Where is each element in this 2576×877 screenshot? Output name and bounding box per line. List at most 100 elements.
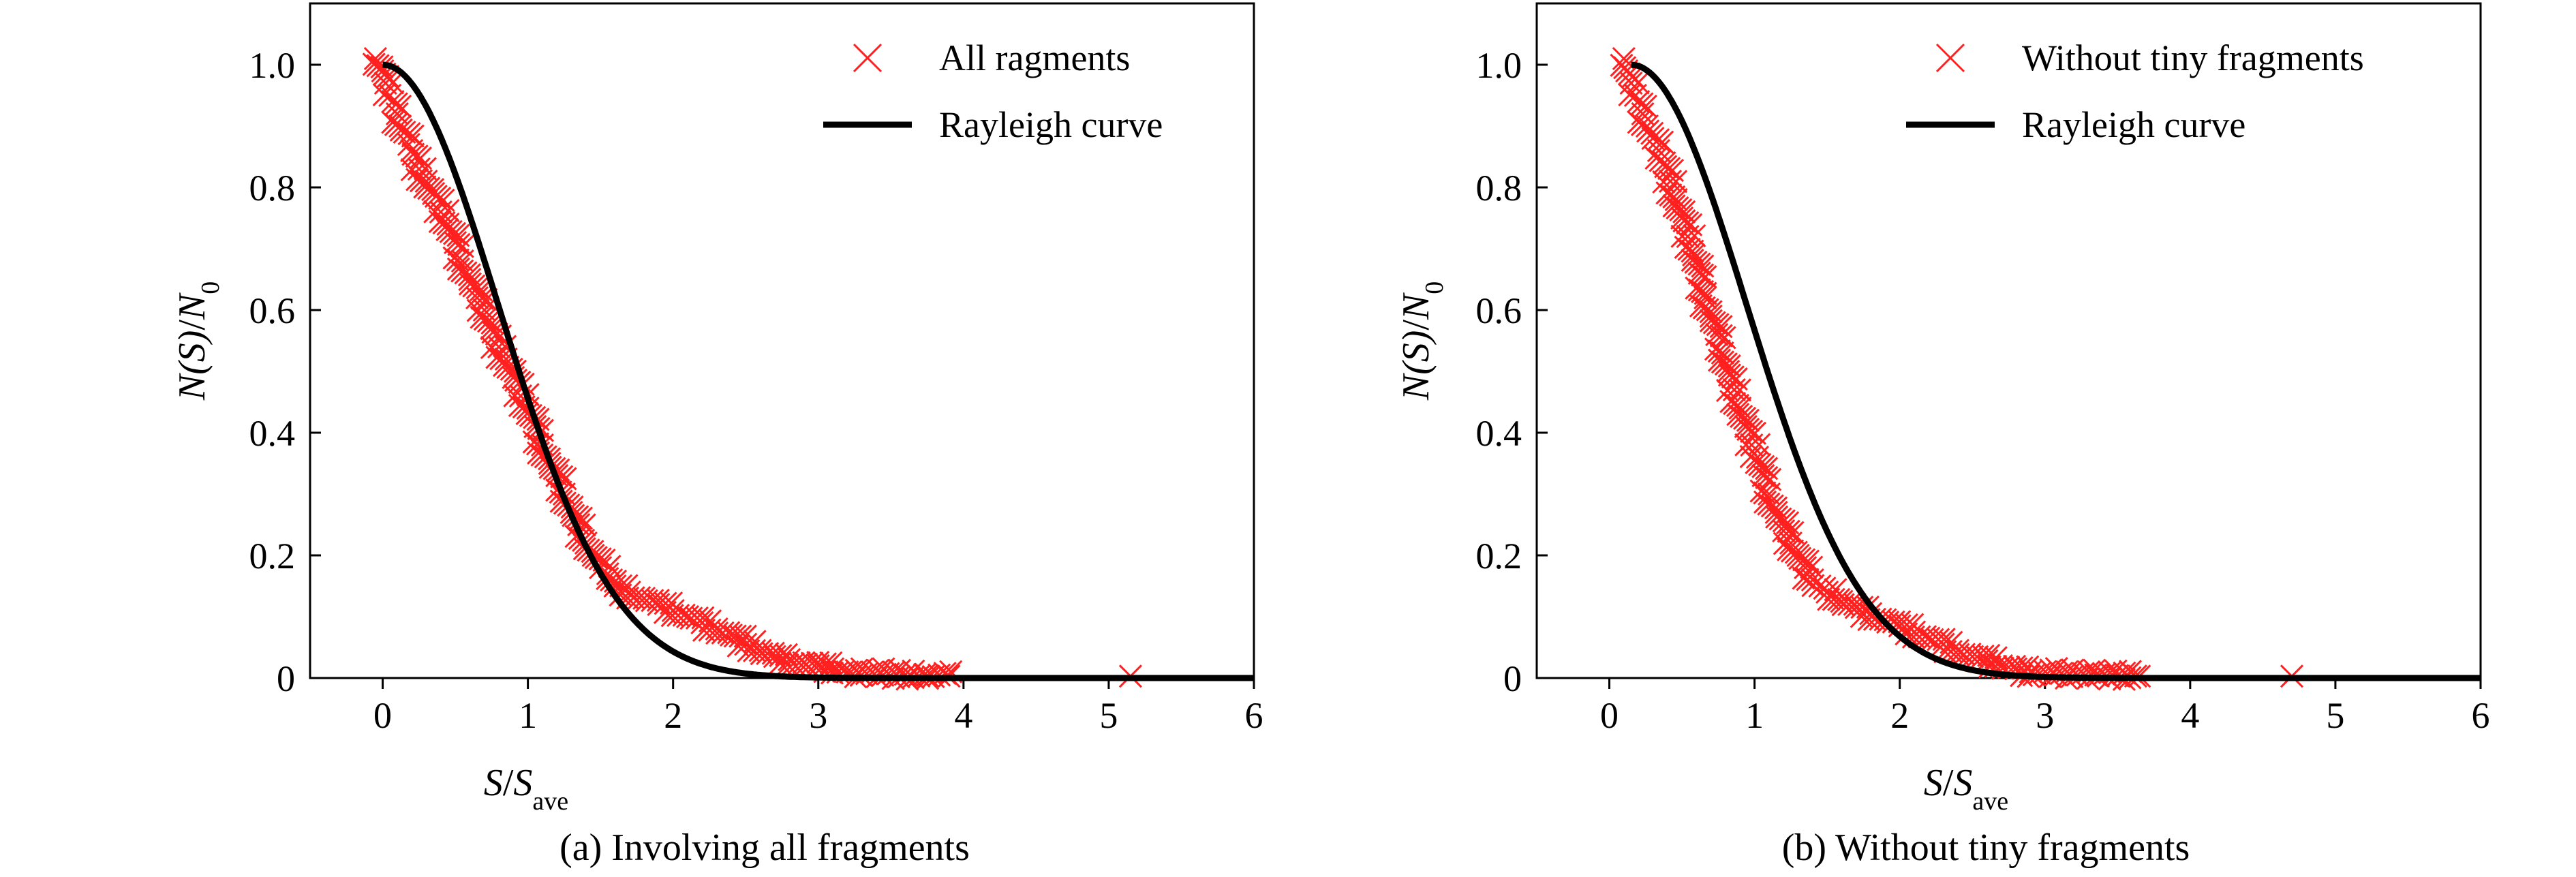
caption-b: (b) Without tiny fragments xyxy=(1782,827,2190,869)
x-tick-label: 0 xyxy=(1600,695,1619,736)
x-tick-label: 2 xyxy=(664,695,682,736)
scatter-point xyxy=(1693,265,1717,289)
y-tick-label: 0.4 xyxy=(1476,413,1522,454)
x-tick-label: 1 xyxy=(1745,695,1764,736)
scatter-point xyxy=(1651,130,1674,154)
y-axis-ticks-a: 0 0.2 0.4 0.6 0.8 1.0 xyxy=(249,45,321,699)
x-tick-label: 3 xyxy=(2036,695,2054,736)
y-tick-label: 0.6 xyxy=(249,290,296,331)
scatter-point xyxy=(372,83,396,107)
scatter-point xyxy=(1753,490,1777,514)
scatter-point xyxy=(1817,587,1841,611)
scatter-point xyxy=(1800,555,1824,579)
x-tick-label: 6 xyxy=(2472,695,2490,736)
scatter-point xyxy=(388,114,412,138)
y-tick-label: 0.8 xyxy=(249,168,296,209)
y-tick-label: 0.8 xyxy=(1476,168,1522,209)
scatter-point xyxy=(380,71,404,95)
scatter-point xyxy=(439,219,463,243)
x-tick-label: 3 xyxy=(809,695,827,736)
x-tick-label: 5 xyxy=(2326,695,2344,736)
y-tick-label: 0 xyxy=(277,658,295,699)
scatter-point xyxy=(660,604,684,628)
scatter-point xyxy=(1757,492,1781,516)
legend-label-scatter-b: Without tiny fragments xyxy=(2022,37,2364,78)
scatter-point xyxy=(450,234,474,258)
x-axis-ticks-b: 0 1 2 3 4 5 6 xyxy=(1600,678,2490,736)
caption-a: (a) Involving all fragments xyxy=(559,827,970,869)
legend-marker-scatter-a xyxy=(853,43,883,73)
x-axis-label-b: S/Save xyxy=(1924,762,2008,816)
scatter-point xyxy=(1631,102,1655,126)
scatter-point xyxy=(769,644,793,668)
y-axis-label-a: N(S)/N0 xyxy=(171,281,225,401)
x-tick-label: 1 xyxy=(519,695,537,736)
scatter-point xyxy=(813,652,837,676)
scatter-point xyxy=(1646,128,1670,152)
x-tick-label: 0 xyxy=(373,695,392,736)
scatter-point xyxy=(470,286,494,310)
x-tick-label: 6 xyxy=(1245,695,1263,736)
y-tick-label: 1.0 xyxy=(1476,45,1522,86)
y-tick-label: 0.2 xyxy=(249,536,296,576)
scatter-point xyxy=(401,124,425,148)
scatter-point xyxy=(1777,519,1800,543)
x-tick-label: 4 xyxy=(2181,695,2199,736)
x-tick-label: 4 xyxy=(954,695,972,736)
scatter-point xyxy=(1758,467,1782,491)
legend-marker-x-a xyxy=(853,43,883,73)
scatter-series-a xyxy=(362,46,1142,691)
scatter-point xyxy=(1792,566,1815,590)
scatter-point xyxy=(388,94,412,118)
scatter-point xyxy=(473,307,497,331)
legend-label-curve-b: Rayleigh curve xyxy=(2022,104,2245,145)
scatter-point xyxy=(1618,83,1642,107)
scatter-point xyxy=(634,589,658,613)
scatter-point xyxy=(436,199,460,223)
y-axis-ticks-b: 0 0.2 0.4 0.6 0.8 1.0 xyxy=(1476,45,1548,699)
scatter-point xyxy=(470,305,493,329)
panel-a: 0 0.2 0.4 0.6 0.8 1.0 0 1 2 3 4 5 6 All ragments Ra… xyxy=(171,2,1263,869)
scatter-point xyxy=(1788,547,1812,570)
scatter-point xyxy=(446,257,470,281)
x-axis-ticks-a: 0 1 2 3 4 5 6 xyxy=(373,678,1263,736)
scatter-point xyxy=(1777,538,1800,561)
y-tick-label: 0.6 xyxy=(1476,290,1522,331)
y-axis-label-b: N(S)/N0 xyxy=(1395,281,1449,401)
scatter-point xyxy=(1831,593,1855,617)
rayleigh-curve-line-a xyxy=(382,61,1254,681)
scatter-point xyxy=(492,354,517,378)
scatter-point xyxy=(389,118,413,142)
legend-marker-scatter-b xyxy=(1935,43,1965,73)
scatter-point xyxy=(405,144,429,168)
scatter-point xyxy=(750,642,773,666)
y-tick-label: 0.2 xyxy=(1476,536,1522,576)
scatter-point xyxy=(1781,521,1805,544)
scatter-point xyxy=(450,259,474,283)
rayleigh-curve-line-b xyxy=(1631,61,2481,681)
y-tick-label: 1.0 xyxy=(249,45,296,86)
scatter-point xyxy=(1965,645,1989,668)
panel-b: 0 0.2 0.4 0.6 0.8 1.0 0 1 2 3 4 5 6 Without tiny fr… xyxy=(1395,2,2490,869)
scatter-point xyxy=(428,186,452,211)
y-tick-label: 0 xyxy=(1503,658,1522,699)
scatter-point xyxy=(413,175,437,199)
legend-marker-x-b xyxy=(1935,43,1965,73)
legend-label-scatter-a: All ragments xyxy=(939,37,1130,78)
legend-b: Without tiny fragments Rayleigh curve xyxy=(1906,37,2364,145)
legend-label-curve-a: Rayleigh curve xyxy=(939,104,1163,145)
scatter-point xyxy=(413,157,437,181)
scatter-point xyxy=(588,547,612,571)
y-tick-label: 0.4 xyxy=(249,413,296,454)
legend-a: All ragments Rayleigh curve xyxy=(823,37,1163,145)
x-tick-label: 5 xyxy=(1099,695,1118,736)
scatter-point xyxy=(1734,433,1758,457)
scatter-point xyxy=(435,217,459,242)
scatter-point xyxy=(1626,71,1650,95)
x-tick-label: 2 xyxy=(1890,695,1909,736)
scatter-point xyxy=(1646,138,1671,163)
scatter-point xyxy=(1713,326,1736,350)
x-axis-label-a: S/Save xyxy=(484,762,568,816)
